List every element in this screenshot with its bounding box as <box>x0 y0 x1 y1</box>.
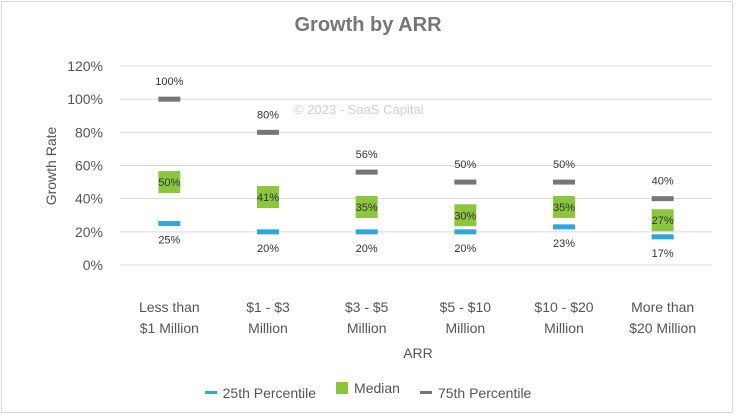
x-tick-labels: Less than $1 Million $1 - $3 Million $3 - $5… <box>139 299 696 336</box>
median-label: 27% <box>652 215 674 227</box>
median-marker <box>257 186 279 209</box>
y-tick-label: 100% <box>67 91 103 107</box>
25th-percentile-label: 20% <box>356 243 378 255</box>
data-labels: 25% 20% 20% 20% 23% 17% 50% 41% 35% 30% 35% 27% 100%… <box>155 76 674 260</box>
median-label: 50% <box>158 177 180 189</box>
y-tick-label: 60% <box>75 158 103 174</box>
y-tick-labels: 0% 20% 40% 60% 80% 100% 120% <box>67 58 103 273</box>
75th-percentile-label: 50% <box>553 159 575 171</box>
median-marker <box>454 204 477 227</box>
75th-percentile-marker <box>651 196 674 202</box>
legend-label: 75th Percentile <box>437 384 532 401</box>
25th-percentile-marker <box>651 234 674 240</box>
75th-percentile-marker <box>355 169 378 175</box>
legend-item-25th-percentile: 25th Percentile <box>204 384 317 401</box>
x-tick-label: $10 - $20 Million <box>534 299 593 336</box>
legend-item-median: Median <box>336 380 400 396</box>
y-tick-label: 120% <box>67 58 103 74</box>
25th-percentile-marker <box>257 229 279 235</box>
75th-percentile-label: 80% <box>257 109 279 121</box>
x-axis-title: ARR <box>403 345 433 361</box>
data-marks <box>158 96 674 240</box>
legend-label: 25th Percentile <box>222 384 317 401</box>
chart-title: Growth by ARR <box>294 14 442 36</box>
median-marker <box>158 171 181 194</box>
x-tick-label: $3 - $5 Million <box>345 299 389 336</box>
25th-percentile-label: 20% <box>454 243 476 255</box>
75th-percentile-label: 100% <box>155 76 183 88</box>
median-label: 30% <box>454 210 476 222</box>
75th-percentile-label: 56% <box>356 149 378 161</box>
legend-label: Median <box>354 380 400 396</box>
median-marker <box>355 195 378 218</box>
x-tick-label: More than $20 Million <box>629 299 696 336</box>
x-tick-label: $5 - $10 Million <box>440 299 492 336</box>
25th-percentile-marker <box>553 224 575 230</box>
y-axis-title: Growth Rate <box>43 126 59 205</box>
median-label: 41% <box>257 192 279 204</box>
median-label: 35% <box>553 202 575 214</box>
gridlines <box>120 65 712 266</box>
25th-percentile-marker <box>355 229 378 235</box>
25th-percentile-label: 17% <box>652 248 674 260</box>
x-tick-label: Less than $1 Million <box>139 299 200 336</box>
y-tick-label: 80% <box>75 124 103 140</box>
75th-percentile-marker <box>553 179 575 185</box>
75th-percentile-label: 40% <box>652 176 674 188</box>
75th-percentile-marker <box>158 96 181 102</box>
25th-percentile-marker <box>158 221 181 227</box>
median-marker <box>651 209 674 232</box>
legend-swatch <box>204 391 217 394</box>
y-tick-label: 40% <box>75 191 103 207</box>
median-marker <box>553 195 575 218</box>
75th-percentile-label: 50% <box>454 159 476 171</box>
75th-percentile-marker <box>257 129 279 135</box>
plot-area: 0% 20% 40% 60% 80% 100% 120% Less than $1 Milli… <box>43 58 712 361</box>
median-label: 35% <box>356 202 378 214</box>
25th-percentile-marker <box>454 229 477 235</box>
25th-percentile-label: 23% <box>553 238 575 250</box>
watermark: © 2023 - SaaS Capital <box>294 102 424 117</box>
75th-percentile-marker <box>454 179 477 185</box>
legend-swatch <box>419 391 432 394</box>
legend-item-75th-percentile: 75th Percentile <box>419 384 532 401</box>
y-tick-label: 20% <box>75 224 103 240</box>
legend-swatch <box>336 382 349 394</box>
y-tick-label: 0% <box>83 257 103 273</box>
legend: 25th Percentile Median 75th Percentile <box>0 380 736 401</box>
25th-percentile-label: 25% <box>158 235 180 247</box>
x-tick-label: $1 - $3 Million <box>246 299 290 336</box>
25th-percentile-label: 20% <box>257 243 279 255</box>
